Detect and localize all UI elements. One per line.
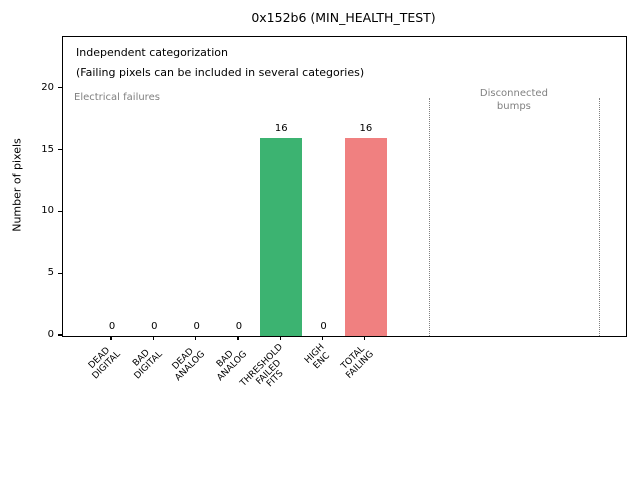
bar-value-label: 16 (359, 123, 373, 135)
bar (260, 138, 303, 336)
bar-value-label: 0 (151, 321, 158, 332)
region-divider-line (598, 97, 600, 336)
plot-area: Independent categorization (Failing pixe… (62, 36, 627, 337)
bar-value-label: 0 (193, 321, 200, 332)
x-tick-mark (364, 336, 366, 340)
x-tick-label: DEAD ANALOG (170, 346, 207, 383)
annotation-independent-categorization: Independent categorization (76, 46, 228, 59)
x-tick-label: DEAD DIGITAL (86, 345, 123, 381)
bar-value-label: 0 (235, 321, 243, 332)
annotation-failing-pixels-note: (Failing pixels can be included in sever… (76, 66, 365, 79)
y-tick-mark (58, 272, 62, 274)
region-label-electrical-failures: Electrical failures (74, 92, 160, 103)
x-tick-mark (237, 336, 239, 340)
x-tick-mark (110, 336, 112, 340)
y-tick-label: 20 (41, 81, 54, 93)
x-tick-label: BAD DIGITAL (131, 347, 165, 381)
x-tick-label: HIGH ENC (303, 342, 333, 371)
bar (344, 138, 387, 336)
region-label-disconnected-line2: bumps (496, 101, 531, 112)
bar-value-label: 16 (274, 123, 288, 135)
y-tick-label: 0 (47, 329, 54, 340)
x-tick-mark (321, 336, 324, 340)
y-tick-label: 5 (47, 267, 54, 279)
y-tick-label: 10 (41, 205, 54, 217)
bar-value-label: 0 (108, 321, 116, 332)
bar-value-label: 0 (320, 321, 327, 332)
x-tick-label: TOTAL FAILING (339, 344, 376, 381)
y-tick-label: 15 (41, 143, 54, 155)
y-tick-mark (58, 210, 62, 213)
region-label-disconnected-line1: Disconnected (479, 88, 548, 99)
y-tick-mark (58, 87, 62, 89)
x-tick-label: THRESHOLD FAILED FITS (238, 342, 286, 390)
region-label-disconnected-bumps: Disconnected bumps (480, 87, 548, 113)
x-tick-mark (152, 336, 154, 340)
region-divider-line (429, 97, 431, 336)
chart-title: 0x152b6 (MIN_HEALTH_TEST) (251, 10, 436, 25)
y-axis-label: Number of pixels (10, 138, 24, 232)
y-tick-mark (58, 149, 62, 151)
y-tick-mark (58, 334, 62, 336)
x-tick-mark (195, 336, 197, 340)
x-tick-mark (279, 336, 281, 340)
